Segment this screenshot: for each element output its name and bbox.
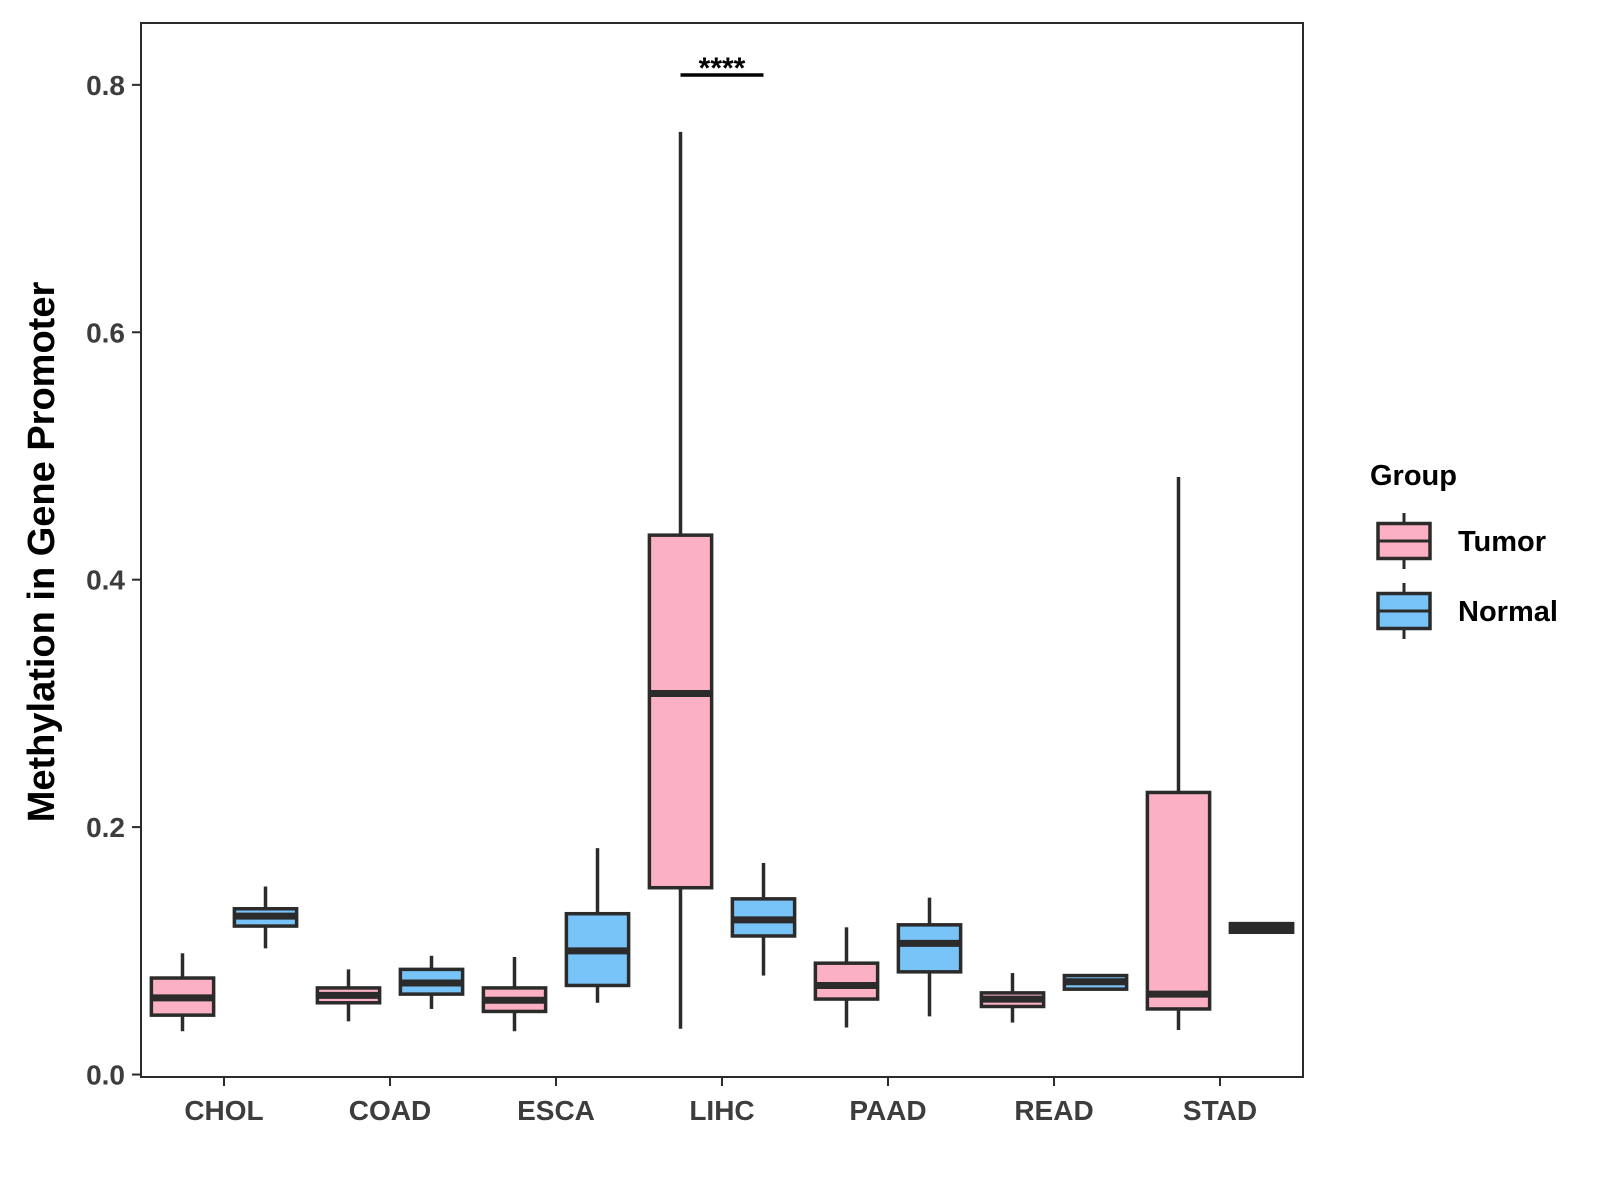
legend-label: Tumor (1458, 526, 1546, 558)
box-tumor-esca (481, 957, 548, 1032)
box-normal-esca (564, 848, 631, 1003)
x-tick-label: PAAD (849, 1095, 926, 1126)
x-tick-label: READ (1014, 1095, 1093, 1126)
x-axis: CHOL COAD ESCA LIHC PAAD READ STAD (184, 1077, 1257, 1126)
box-normal-chol (232, 886, 299, 949)
y-tick-label: 0.8 (86, 70, 125, 101)
box-normal-coad (398, 955, 465, 1009)
box-tumor-lihc (647, 131, 714, 1029)
significance-annotations: **** (680, 52, 764, 85)
legend-label: Normal (1458, 596, 1558, 628)
box-tumor-chol (149, 953, 216, 1032)
legend-entries: Tumor Normal (1376, 513, 1558, 639)
x-tick-label: COAD (349, 1095, 431, 1126)
box-iqr (647, 533, 714, 890)
box-tumor-paad (813, 927, 880, 1028)
box-tumor-coad (315, 969, 382, 1022)
significance-label: **** (699, 52, 746, 85)
legend: Group Tumor Normal (1370, 460, 1558, 639)
box-normal-read (1062, 973, 1129, 991)
box-iqr (813, 961, 880, 1001)
y-tick-label: 0.0 (86, 1060, 125, 1091)
box-iqr (1145, 790, 1212, 1011)
x-tick-label: ESCA (517, 1095, 595, 1126)
legend-item-normal: Normal (1376, 583, 1558, 639)
box-normal-stad (1228, 921, 1295, 935)
y-tick-label: 0.4 (86, 565, 125, 596)
legend-item-tumor: Tumor (1376, 513, 1546, 569)
x-tick-label: LIHC (689, 1095, 754, 1126)
box-tumor-stad (1145, 477, 1212, 1030)
x-tick-label: CHOL (184, 1095, 263, 1126)
box-series (149, 131, 1295, 1032)
box-tumor-read (979, 973, 1046, 1023)
y-tick-label: 0.6 (86, 317, 125, 348)
box-normal-lihc (730, 862, 797, 976)
plot-panel (140, 22, 1304, 1078)
legend-title: Group (1370, 460, 1457, 492)
y-axis: 0.0 0.2 0.4 0.6 0.8 (86, 70, 141, 1091)
x-tick-label: STAD (1183, 1095, 1257, 1126)
box-iqr (896, 923, 963, 974)
y-tick-label: 0.2 (86, 812, 125, 843)
y-axis-title: Methylation in Gene Promoter (21, 282, 63, 823)
box-normal-paad (896, 897, 963, 1017)
